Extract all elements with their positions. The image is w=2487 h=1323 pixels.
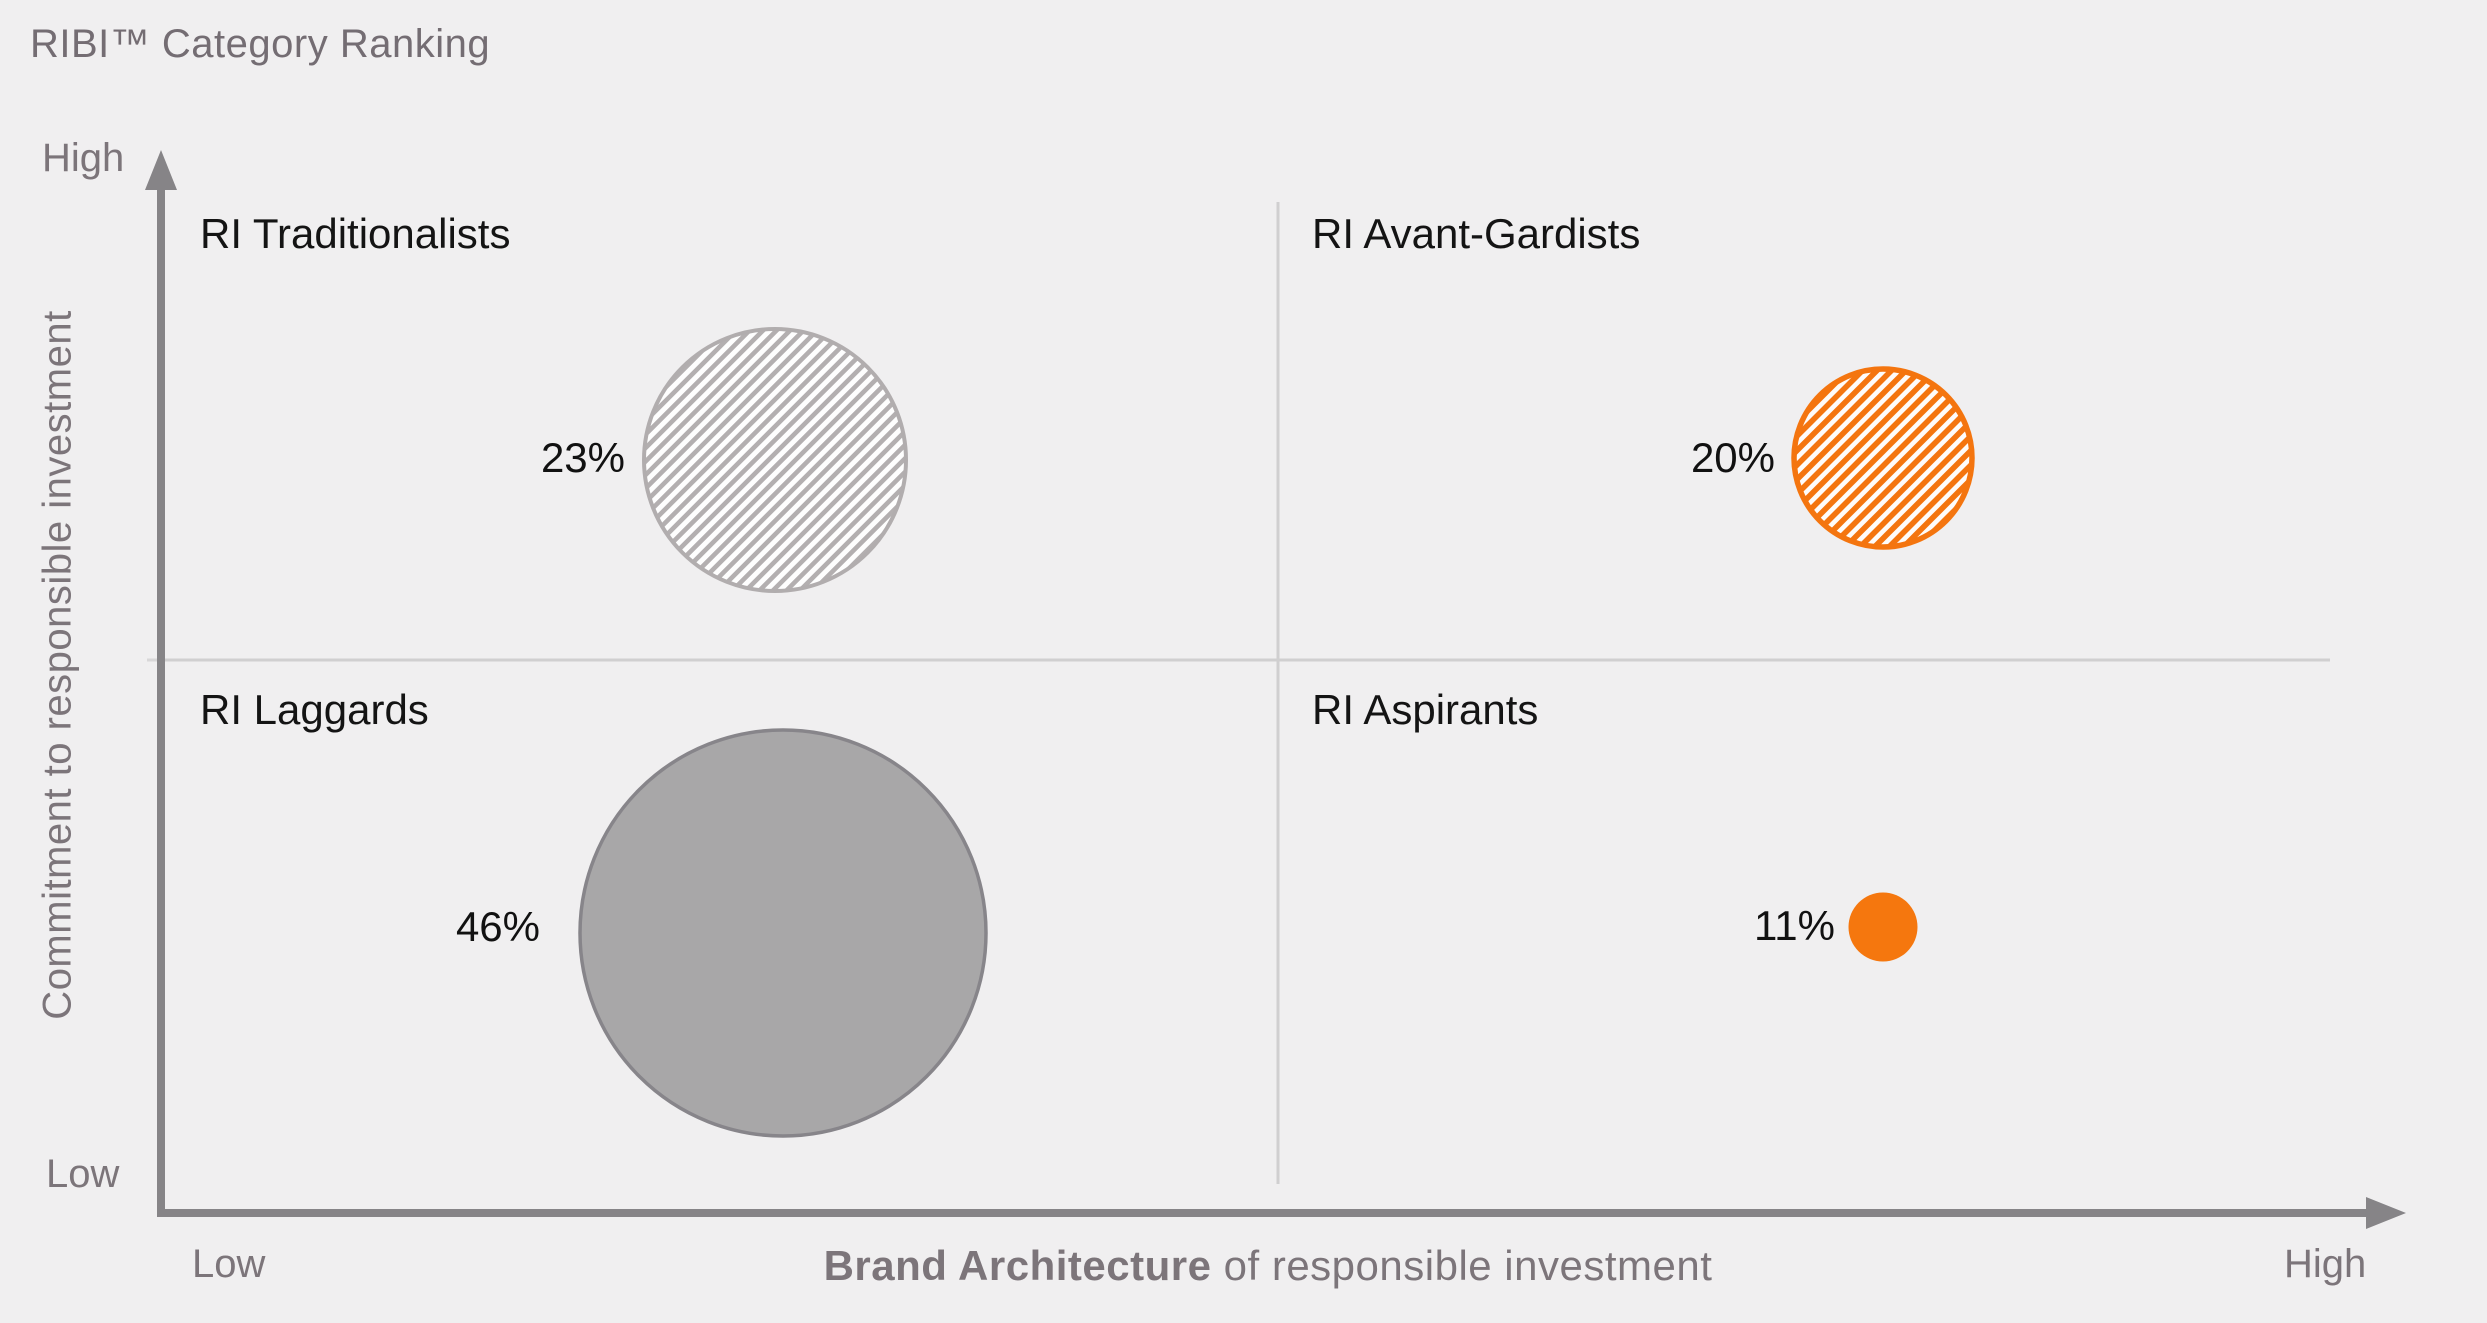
quadrant-label-avant-gardists: RI Avant-Gardists	[1312, 210, 1641, 257]
bubble-ri-laggards	[578, 728, 988, 1138]
x-axis-title-rest: of responsible investment	[1211, 1242, 1713, 1289]
value-label-traditionalists: 23%	[540, 434, 625, 481]
value-label-laggards: 46%	[455, 903, 540, 950]
y-axis-low-label: Low	[46, 1152, 120, 1196]
value-label-aspirants: 11%	[1754, 902, 1835, 949]
quadrant-label-aspirants: RI Aspirants	[1312, 686, 1539, 733]
y-axis-arrowhead-icon	[145, 150, 177, 190]
bubble-ri-avant-gardists	[1791, 366, 1975, 550]
x-axis-arrowhead-icon	[2366, 1197, 2406, 1229]
x-axis-low-label: Low	[192, 1242, 266, 1286]
x-axis-high-label: High	[2284, 1242, 2367, 1286]
value-label-avant-gardists: 20%	[1690, 434, 1775, 481]
quadrant-label-traditionalists: RI Traditionalists	[200, 210, 511, 257]
chart-title: RIBI™ Category Ranking	[30, 22, 491, 66]
x-axis-title-bold: Brand Architecture	[823, 1242, 1212, 1289]
bubble-ri-aspirants	[1848, 892, 1918, 962]
x-axis-title: Brand Architecture of responsible invest…	[824, 1242, 1713, 1290]
bubble-ri-traditionalists	[642, 327, 908, 593]
y-axis-high-label: High	[42, 136, 125, 180]
quadrant-label-laggards: RI Laggards	[200, 686, 429, 733]
